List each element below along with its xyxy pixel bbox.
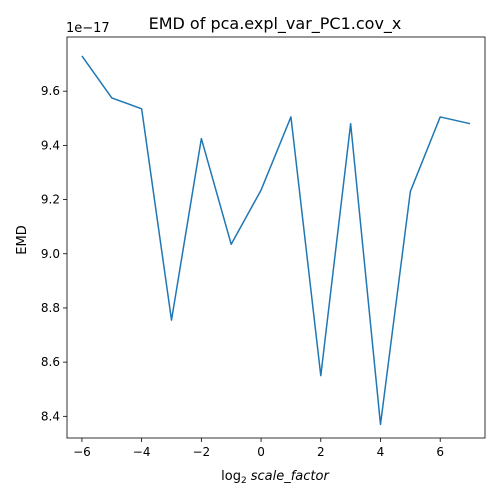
x-axis-label-subscript: 2 — [241, 476, 247, 486]
x-axis-label-variable: scale_factor — [251, 469, 331, 484]
x-tick-label: 2 — [317, 445, 325, 459]
chart-title: EMD of pca.expl_var_PC1.cov_x — [149, 14, 402, 34]
y-axis-label: EMD — [15, 225, 30, 254]
plot-area: −6 −4 −2 0 2 4 6 8.4 8.6 8.8 9.0 9.2 9.4 9.6 — [41, 36, 486, 459]
x-axis-label: log2 scale_factor — [221, 469, 330, 486]
x-tick-label: 0 — [257, 445, 265, 459]
axes-frame — [66, 36, 486, 439]
x-tick-label: −4 — [133, 445, 151, 459]
y-tick-label: 9.0 — [41, 247, 60, 261]
x-tick-label: 6 — [436, 445, 444, 459]
y-tick-label: 9.6 — [41, 84, 60, 98]
x-tick-label: −6 — [73, 445, 91, 459]
x-axis-label-prefix: log — [221, 469, 241, 484]
x-tick-label: 4 — [377, 445, 385, 459]
y-tick-label: 9.2 — [41, 193, 60, 207]
y-tick-label: 8.8 — [41, 301, 60, 315]
y-tick-label: 8.4 — [41, 409, 60, 423]
y-offset-label: 1e−17 — [66, 21, 110, 36]
series-line-0 — [81, 55, 471, 426]
x-tick-label: −2 — [193, 445, 211, 459]
y-tick-label: 9.4 — [41, 138, 60, 152]
y-tick-label: 8.6 — [41, 355, 60, 369]
